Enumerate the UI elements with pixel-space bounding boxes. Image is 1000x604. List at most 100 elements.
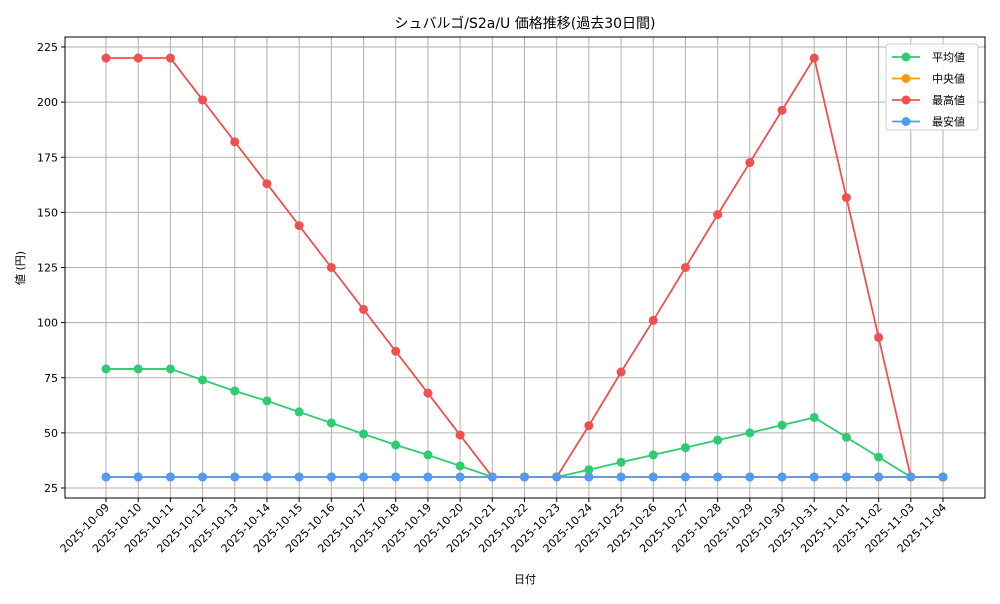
x-axis-label: 日付 (514, 573, 536, 586)
legend-label: 平均値 (932, 51, 965, 64)
data-point (584, 472, 594, 482)
x-axis: 2025-10-092025-10-102025-10-112025-10-12… (58, 498, 949, 555)
data-point (809, 472, 819, 482)
y-axis: 25 50 75 100 125 150 175 200 225 (37, 41, 65, 495)
legend-marker-icon (901, 95, 911, 105)
data-point (165, 53, 175, 63)
series-lines (101, 53, 948, 482)
data-point (777, 105, 787, 115)
legend-marker-icon (901, 117, 911, 126)
y-tick-label: 175 (37, 151, 58, 164)
chart-title: シュバルゴ/S2a/U 価格推移(過去30日間) (395, 15, 656, 32)
legend-label: 最高値 (932, 93, 965, 107)
data-point (584, 421, 594, 431)
data-point (616, 367, 626, 377)
series-3 (101, 472, 948, 482)
data-point (455, 461, 465, 471)
data-point (648, 450, 658, 460)
y-tick-label: 50 (44, 427, 58, 440)
data-point (874, 332, 884, 342)
data-point (906, 472, 916, 482)
legend-frame (885, 43, 979, 131)
data-point (359, 304, 369, 314)
data-point (198, 472, 208, 482)
data-point (101, 364, 111, 374)
data-point (616, 472, 626, 482)
data-point (713, 435, 723, 445)
data-point (359, 472, 369, 482)
data-point (198, 95, 208, 105)
data-point (326, 263, 336, 272)
legend-marker-icon (901, 74, 911, 83)
data-point (648, 315, 658, 325)
data-point (777, 420, 787, 430)
data-point (874, 472, 884, 482)
y-tick-label: 100 (37, 317, 58, 330)
data-point (777, 472, 787, 482)
data-point (262, 472, 272, 482)
data-point (713, 210, 723, 220)
data-point (230, 472, 240, 482)
data-point (680, 263, 690, 272)
data-point (809, 53, 819, 63)
y-tick-label: 25 (44, 482, 58, 495)
data-point (230, 137, 240, 147)
data-point (101, 53, 111, 63)
data-point (133, 472, 143, 482)
data-point (294, 407, 304, 417)
data-point (326, 472, 336, 482)
data-point (423, 450, 433, 460)
data-point (326, 418, 336, 428)
data-point (133, 53, 143, 63)
data-point (680, 443, 690, 453)
data-point (616, 457, 626, 467)
data-point (487, 472, 497, 482)
data-point (520, 472, 529, 482)
y-tick-label: 150 (37, 206, 58, 219)
data-point (423, 388, 433, 398)
data-point (359, 429, 369, 439)
legend-label: 中央値 (932, 73, 965, 86)
data-point (391, 346, 401, 356)
data-point (165, 364, 175, 374)
data-point (262, 396, 272, 406)
y-tick-label: 125 (37, 262, 58, 275)
data-point (455, 472, 465, 482)
data-point (133, 364, 143, 374)
data-point (101, 472, 111, 482)
data-point (294, 221, 304, 231)
data-point (745, 428, 755, 438)
data-point (165, 472, 175, 482)
data-point (391, 440, 401, 450)
data-point (648, 472, 658, 482)
data-point (809, 412, 819, 422)
y-tick-label: 225 (37, 41, 58, 54)
data-point (745, 472, 755, 482)
data-point (455, 430, 465, 440)
grid (65, 37, 985, 498)
data-point (680, 472, 690, 482)
y-tick-label: 200 (37, 96, 58, 109)
data-point (391, 472, 401, 482)
data-point (262, 179, 272, 189)
data-point (841, 193, 851, 203)
y-tick-label: 75 (44, 372, 58, 385)
data-point (874, 452, 884, 462)
data-point (584, 465, 594, 475)
data-point (230, 386, 240, 396)
legend-marker-icon (901, 52, 911, 62)
data-point (294, 472, 304, 482)
data-point (552, 472, 562, 482)
legend-label: 最安値 (932, 115, 965, 129)
data-point (745, 158, 755, 168)
data-point (423, 472, 433, 482)
data-point (841, 432, 851, 442)
data-point (938, 472, 948, 482)
data-point (841, 472, 851, 482)
data-point (713, 472, 723, 482)
y-axis-label: 値 (円) (14, 251, 27, 285)
data-point (198, 375, 208, 385)
